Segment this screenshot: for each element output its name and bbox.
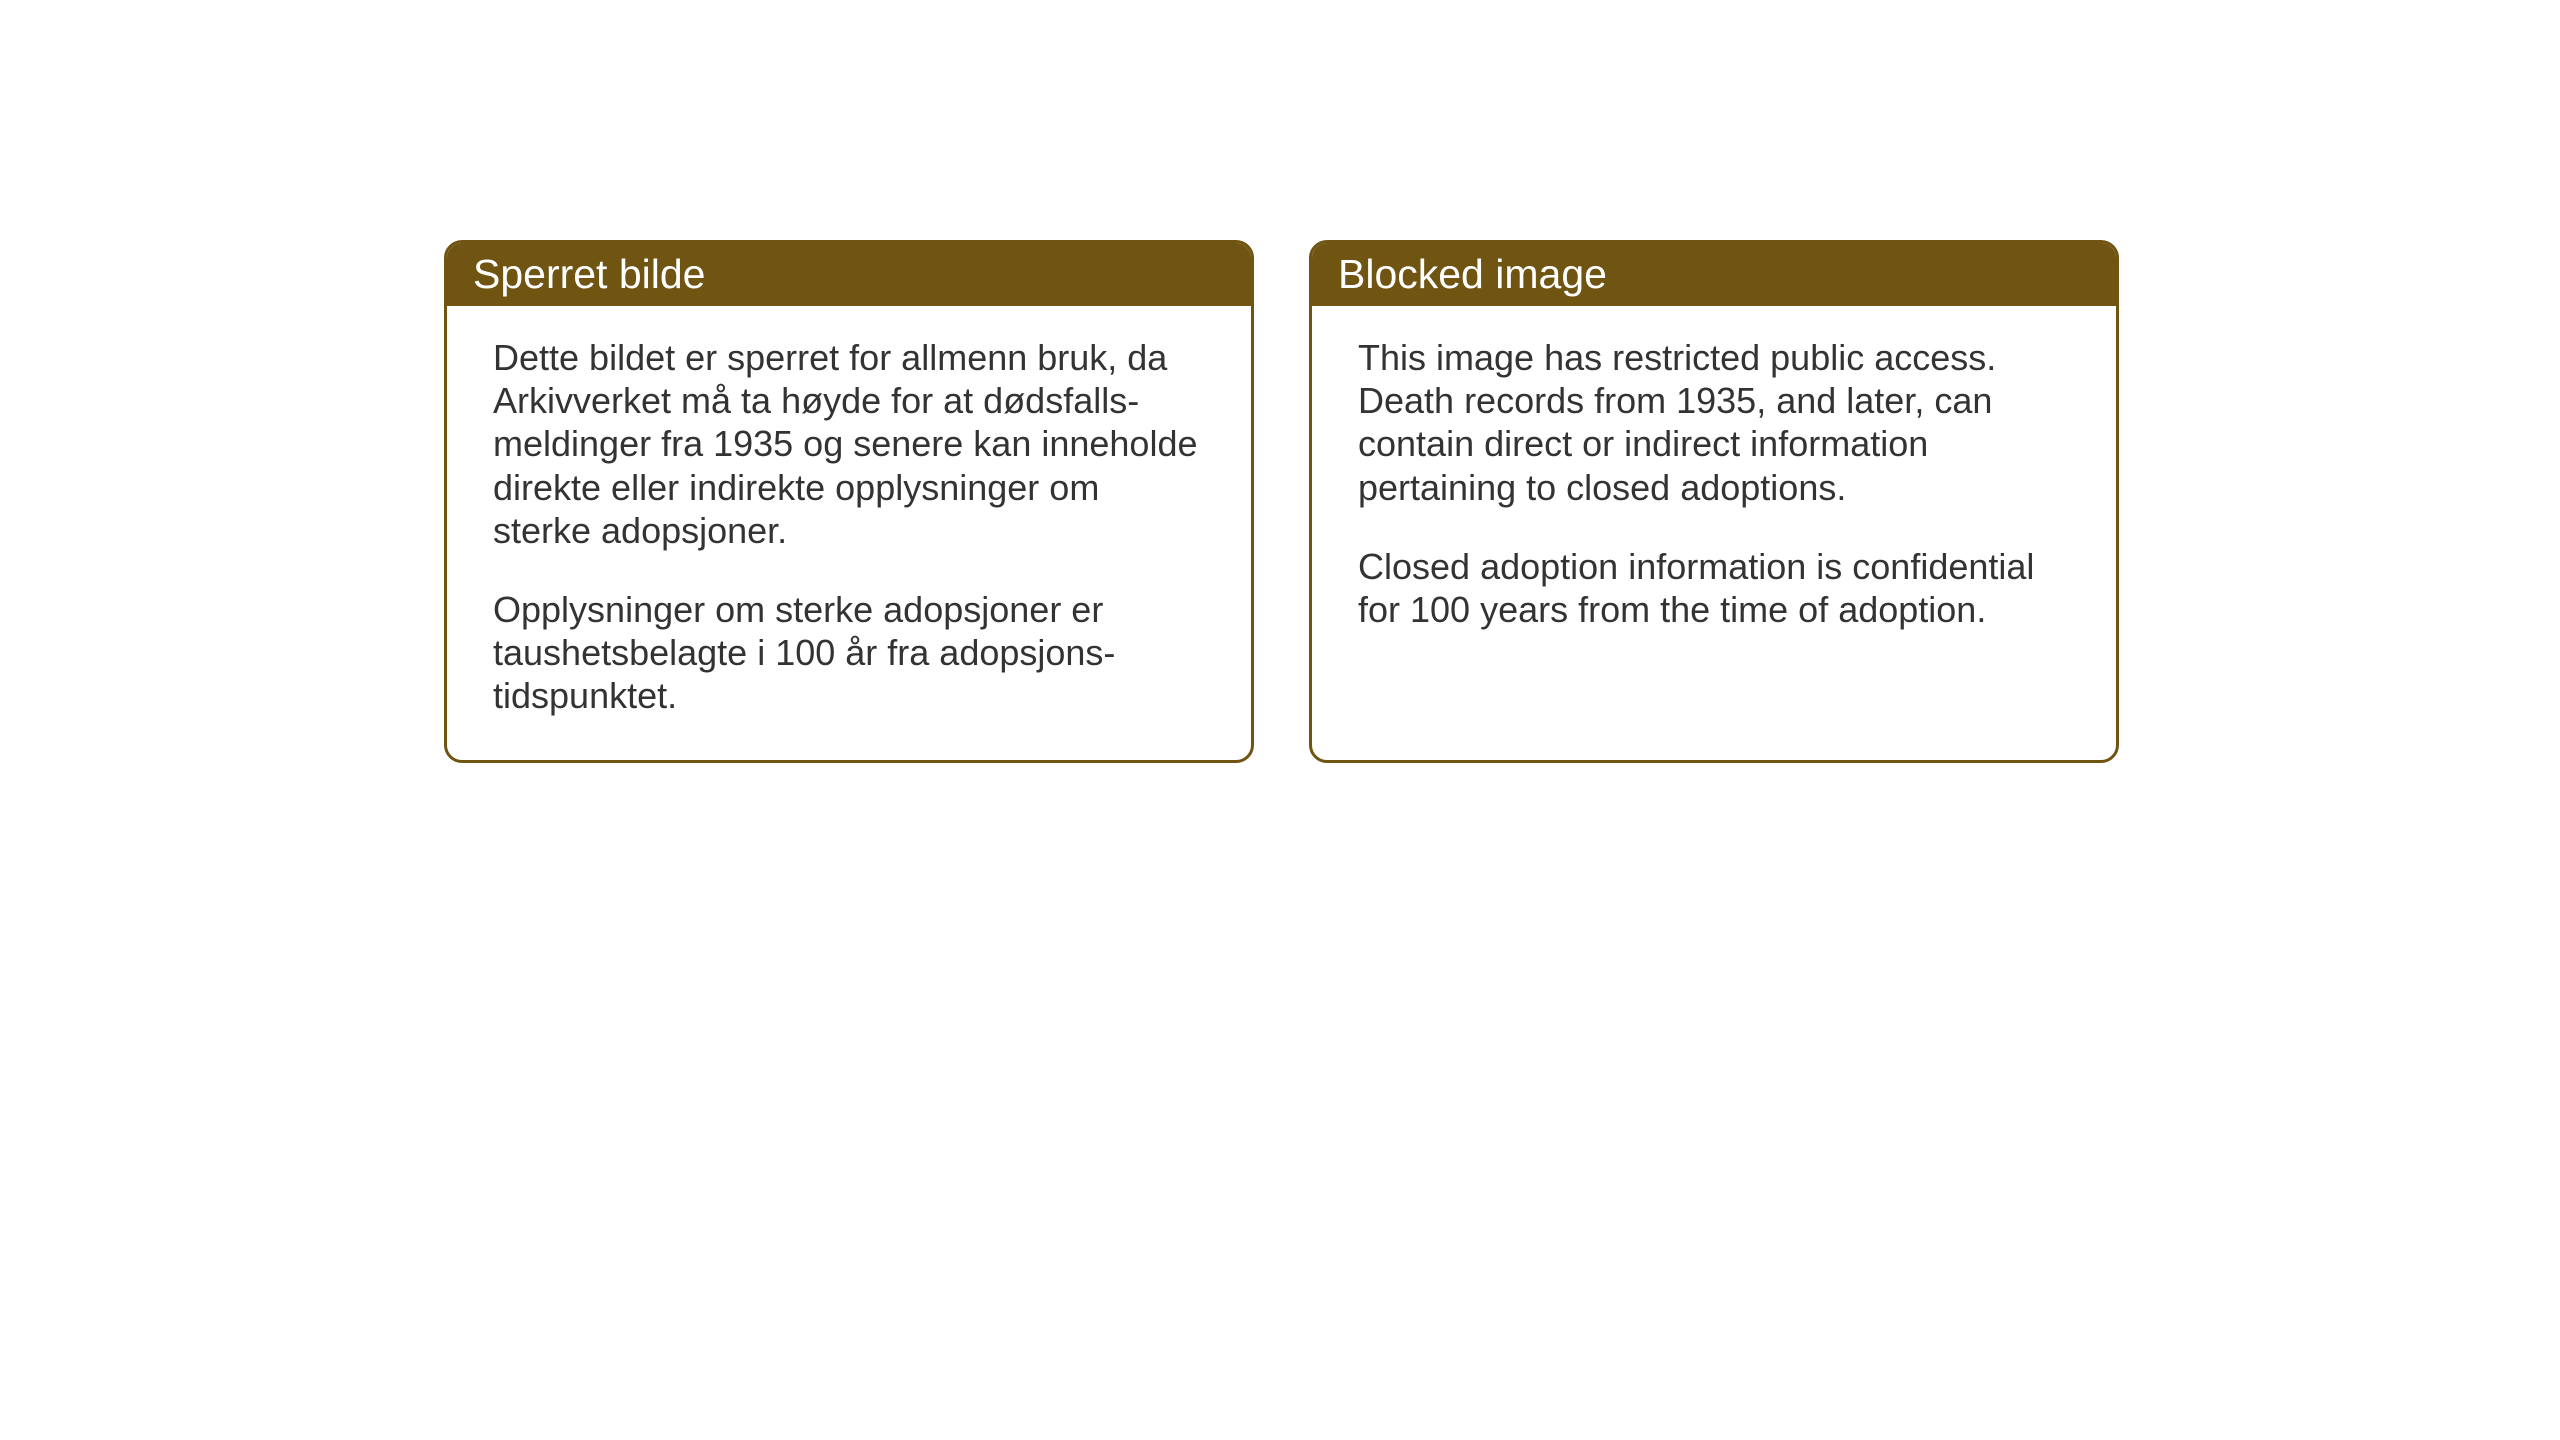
card-body-english: This image has restricted public access.… <box>1312 306 2116 673</box>
card-paragraph-2-norwegian: Opplysninger om sterke adopsjoner er tau… <box>493 588 1205 718</box>
card-paragraph-1-english: This image has restricted public access.… <box>1358 336 2070 509</box>
card-paragraph-1-norwegian: Dette bildet er sperret for allmenn bruk… <box>493 336 1205 552</box>
card-header-english: Blocked image <box>1312 243 2116 306</box>
notice-container: Sperret bilde Dette bildet er sperret fo… <box>444 240 2119 763</box>
card-body-norwegian: Dette bildet er sperret for allmenn bruk… <box>447 306 1251 760</box>
card-header-norwegian: Sperret bilde <box>447 243 1251 306</box>
blocked-image-card-english: Blocked image This image has restricted … <box>1309 240 2119 763</box>
card-title-norwegian: Sperret bilde <box>473 251 705 297</box>
card-title-english: Blocked image <box>1338 251 1607 297</box>
card-paragraph-2-english: Closed adoption information is confident… <box>1358 545 2070 631</box>
blocked-image-card-norwegian: Sperret bilde Dette bildet er sperret fo… <box>444 240 1254 763</box>
